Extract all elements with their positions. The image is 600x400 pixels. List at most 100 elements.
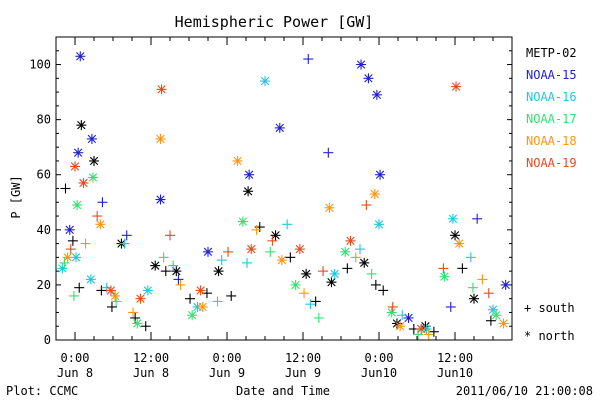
y-tick-label: 60 bbox=[37, 168, 51, 182]
data-point-south bbox=[303, 54, 314, 65]
data-point-north bbox=[197, 301, 208, 312]
data-point-north bbox=[105, 285, 116, 296]
data-point-north bbox=[326, 277, 337, 288]
data-point-south bbox=[140, 321, 151, 332]
data-point-north bbox=[213, 266, 224, 277]
data-point-south bbox=[370, 279, 381, 290]
data-point-north bbox=[86, 133, 97, 144]
data-point-north bbox=[142, 285, 153, 296]
data-point-south bbox=[318, 266, 329, 277]
timestamp: 2011/06/10 21:00:08 bbox=[456, 384, 593, 398]
y-tick-label: 40 bbox=[37, 223, 51, 237]
data-point-north bbox=[374, 219, 384, 230]
marker-legend: + south * north bbox=[524, 301, 575, 343]
data-point-north bbox=[85, 274, 96, 285]
legend-entry: NOAA-17 bbox=[526, 112, 577, 126]
data-point-south bbox=[67, 235, 78, 246]
data-point-north bbox=[447, 213, 458, 224]
data-point-north bbox=[156, 84, 167, 95]
data-point-south bbox=[212, 296, 223, 307]
data-point-south bbox=[60, 183, 71, 194]
data-point-north bbox=[276, 255, 287, 266]
data-point-south bbox=[477, 274, 488, 285]
data-point-north bbox=[274, 122, 285, 133]
data-point-north bbox=[64, 224, 75, 235]
legend-entry: NOAA-15 bbox=[526, 68, 577, 82]
data-point-south bbox=[59, 257, 70, 268]
x-tick-date-label: Jun 9 bbox=[209, 366, 245, 380]
data-point-north bbox=[469, 293, 479, 304]
data-point-south bbox=[216, 255, 227, 266]
data-point-south bbox=[350, 252, 361, 263]
data-point-north bbox=[187, 310, 198, 321]
data-point-north bbox=[395, 321, 406, 332]
data-point-south bbox=[472, 213, 483, 224]
data-point-south bbox=[378, 285, 389, 296]
legend-entry: NOAA-16 bbox=[526, 90, 577, 104]
data-point-north bbox=[244, 169, 255, 180]
plot-credit: Plot: CCMC bbox=[6, 384, 78, 398]
data-point-north bbox=[324, 202, 335, 213]
legend-entry: NOAA-18 bbox=[526, 134, 577, 148]
data-point-south bbox=[397, 310, 408, 321]
data-point-south bbox=[185, 293, 196, 304]
data-point-south bbox=[158, 252, 169, 263]
data-point-south bbox=[342, 263, 353, 274]
data-point-south bbox=[438, 263, 449, 274]
data-point-south bbox=[119, 238, 130, 249]
data-point-north bbox=[450, 230, 460, 241]
data-point-north bbox=[71, 252, 82, 263]
data-point-south bbox=[175, 279, 186, 290]
y-tick-label: 20 bbox=[37, 278, 51, 292]
x-tick-label: 0:00 bbox=[213, 351, 242, 365]
legend-entry: NOAA-19 bbox=[526, 156, 577, 170]
data-point-north bbox=[294, 244, 305, 255]
data-point-north bbox=[454, 238, 465, 249]
data-point-north bbox=[155, 194, 166, 205]
data-point-north bbox=[356, 59, 367, 70]
data-point-south bbox=[121, 230, 132, 241]
data-point-south bbox=[413, 329, 424, 340]
data-point-south bbox=[305, 299, 316, 310]
data-point-north bbox=[87, 172, 98, 183]
data-point-south bbox=[111, 296, 122, 307]
data-point-north bbox=[416, 323, 427, 334]
data-point-north bbox=[195, 285, 206, 296]
y-tick-label: 100 bbox=[29, 58, 51, 72]
data-point-south bbox=[355, 244, 365, 255]
data-point-north bbox=[132, 318, 143, 329]
data-point-south bbox=[366, 268, 377, 279]
data-point-north bbox=[203, 246, 213, 257]
data-point-north bbox=[78, 177, 89, 188]
data-point-south bbox=[160, 266, 171, 277]
data-point-south bbox=[101, 282, 112, 293]
chart-title: Hemispheric Power [GW] bbox=[175, 13, 374, 31]
data-point-south bbox=[68, 290, 79, 301]
marker-legend-entry: * north bbox=[524, 329, 575, 343]
data-point-south bbox=[323, 147, 334, 158]
data-point-south bbox=[106, 301, 117, 312]
data-point-north bbox=[359, 257, 370, 268]
data-point-north bbox=[72, 200, 83, 211]
data-point-north bbox=[491, 310, 502, 321]
data-point-north bbox=[500, 279, 511, 290]
data-point-south bbox=[467, 282, 478, 293]
data-point-north bbox=[171, 266, 182, 277]
x-tick-label: 12:00 bbox=[285, 351, 321, 365]
data-point-south bbox=[457, 263, 468, 274]
data-point-south bbox=[65, 244, 76, 255]
data-point-south bbox=[128, 307, 139, 318]
data-point-north bbox=[451, 81, 462, 92]
data-point-north bbox=[246, 244, 257, 255]
data-point-north bbox=[375, 169, 386, 180]
data-point-south bbox=[80, 238, 91, 249]
data-point-north bbox=[488, 304, 498, 315]
data-point-south bbox=[483, 288, 494, 299]
data-point-north bbox=[57, 263, 68, 274]
data-point-north bbox=[62, 252, 73, 263]
x-tick-date-label: Jun 9 bbox=[285, 366, 321, 380]
data-point-south bbox=[313, 312, 324, 323]
data-point-north bbox=[498, 318, 509, 329]
data-point-north bbox=[290, 279, 301, 290]
